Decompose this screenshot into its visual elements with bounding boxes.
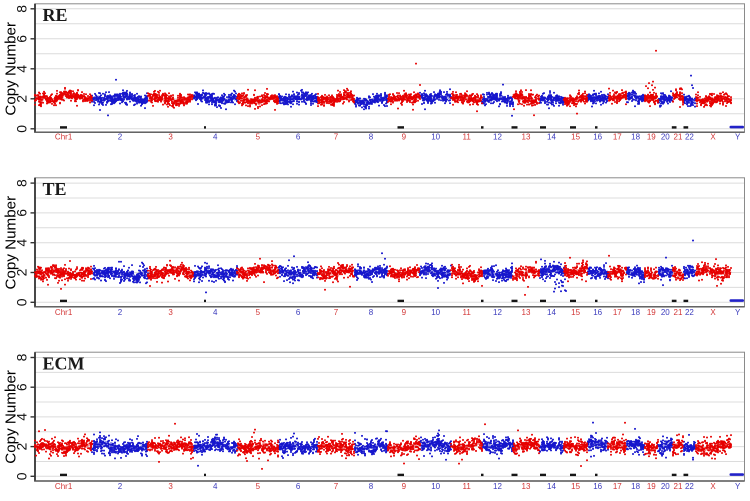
svg-text:2: 2	[14, 442, 30, 450]
svg-text:5: 5	[256, 308, 261, 317]
svg-text:16: 16	[593, 308, 602, 317]
svg-text:21: 21	[674, 482, 683, 491]
svg-text:5: 5	[256, 482, 261, 491]
svg-text:2: 2	[118, 308, 123, 317]
svg-text:6: 6	[296, 132, 301, 141]
svg-text:11: 11	[463, 132, 472, 141]
svg-text:Y: Y	[735, 482, 741, 491]
svg-text:3: 3	[168, 482, 173, 491]
svg-text:7: 7	[334, 132, 339, 141]
svg-text:9: 9	[402, 308, 407, 317]
svg-text:0: 0	[14, 472, 30, 480]
svg-text:6: 6	[14, 383, 30, 391]
svg-text:13: 13	[522, 308, 531, 317]
svg-text:14: 14	[547, 308, 556, 317]
svg-text:18: 18	[631, 132, 640, 141]
svg-text:6: 6	[296, 308, 301, 317]
svg-text:14: 14	[547, 132, 556, 141]
svg-text:X: X	[710, 308, 716, 317]
svg-text:17: 17	[613, 132, 622, 141]
svg-text:22: 22	[685, 308, 694, 317]
svg-text:6: 6	[14, 209, 30, 217]
svg-text:18: 18	[631, 308, 640, 317]
svg-text:4: 4	[213, 132, 218, 141]
svg-text:8: 8	[369, 482, 374, 491]
svg-text:7: 7	[334, 308, 339, 317]
svg-text:12: 12	[493, 308, 502, 317]
svg-text:12: 12	[493, 132, 502, 141]
svg-text:9: 9	[402, 132, 407, 141]
svg-text:X: X	[710, 132, 716, 141]
svg-text:Chr1: Chr1	[55, 482, 73, 491]
svg-text:2: 2	[118, 132, 123, 141]
svg-text:11: 11	[463, 482, 472, 491]
svg-text:21: 21	[674, 132, 683, 141]
svg-text:10: 10	[431, 132, 440, 141]
svg-text:8: 8	[14, 179, 30, 187]
svg-text:21: 21	[674, 308, 683, 317]
svg-text:0: 0	[14, 298, 30, 306]
svg-text:Chr1: Chr1	[55, 308, 73, 317]
svg-text:18: 18	[631, 482, 640, 491]
svg-text:Copy Number: Copy Number	[3, 370, 20, 464]
svg-text:20: 20	[661, 132, 670, 141]
svg-text:22: 22	[685, 482, 694, 491]
svg-text:2: 2	[118, 482, 123, 491]
svg-text:9: 9	[402, 482, 407, 491]
svg-text:8: 8	[369, 308, 374, 317]
svg-text:17: 17	[613, 482, 622, 491]
svg-text:Chr1: Chr1	[55, 132, 73, 141]
svg-text:22: 22	[685, 132, 694, 141]
svg-text:4: 4	[14, 65, 30, 73]
svg-text:ECM: ECM	[43, 353, 85, 373]
svg-text:19: 19	[647, 482, 656, 491]
svg-text:10: 10	[431, 482, 440, 491]
svg-text:4: 4	[213, 308, 218, 317]
svg-text:0: 0	[14, 125, 30, 133]
svg-text:5: 5	[256, 132, 261, 141]
svg-text:16: 16	[593, 482, 602, 491]
svg-text:19: 19	[647, 132, 656, 141]
svg-text:6: 6	[296, 482, 301, 491]
svg-text:RE: RE	[43, 5, 68, 25]
svg-text:8: 8	[369, 132, 374, 141]
svg-text:Y: Y	[735, 132, 741, 141]
svg-text:8: 8	[14, 353, 30, 361]
svg-text:TE: TE	[43, 179, 67, 199]
svg-text:20: 20	[661, 482, 670, 491]
svg-text:4: 4	[14, 413, 30, 421]
svg-text:15: 15	[571, 482, 580, 491]
svg-text:14: 14	[547, 482, 556, 491]
svg-text:11: 11	[463, 308, 472, 317]
svg-text:15: 15	[571, 132, 580, 141]
svg-text:6: 6	[14, 35, 30, 43]
svg-text:19: 19	[647, 308, 656, 317]
svg-text:16: 16	[593, 132, 602, 141]
svg-text:4: 4	[213, 482, 218, 491]
svg-text:2: 2	[14, 95, 30, 103]
svg-text:12: 12	[493, 482, 502, 491]
svg-text:Copy Number: Copy Number	[3, 196, 20, 290]
svg-text:Copy Number: Copy Number	[3, 22, 20, 116]
svg-text:8: 8	[14, 5, 30, 13]
svg-text:20: 20	[661, 308, 670, 317]
svg-text:4: 4	[14, 239, 30, 247]
svg-text:17: 17	[613, 308, 622, 317]
svg-text:13: 13	[522, 132, 531, 141]
svg-text:3: 3	[168, 132, 173, 141]
svg-text:7: 7	[334, 482, 339, 491]
svg-text:10: 10	[431, 308, 440, 317]
svg-text:2: 2	[14, 268, 30, 276]
svg-text:13: 13	[522, 482, 531, 491]
svg-text:15: 15	[571, 308, 580, 317]
svg-text:Y: Y	[735, 308, 741, 317]
svg-text:3: 3	[168, 308, 173, 317]
svg-text:X: X	[710, 482, 716, 491]
